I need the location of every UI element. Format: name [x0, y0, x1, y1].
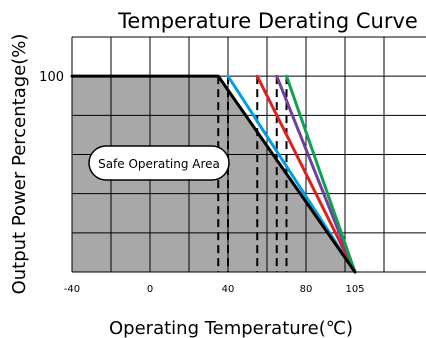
series-line [255, 74, 357, 274]
axis-ticks: -40 0 40 80 105 100 [39, 70, 364, 295]
area-label-bubble [88, 145, 230, 181]
x-tick-label: -40 [64, 284, 80, 295]
series-line [70, 74, 357, 274]
x-tick-label: 0 [147, 284, 153, 295]
series-line [285, 74, 357, 274]
area-label-group: Safe Operating Area [88, 145, 230, 181]
chart-title: Temperature Derating Curve [117, 9, 418, 33]
y-axis-label: Output Power Percentage(%) [9, 34, 30, 295]
series-line [275, 74, 357, 274]
area-label-text: Safe Operating Area [98, 157, 220, 171]
y-tick-label: 100 [39, 70, 64, 85]
x-axis-label: Operating Temperature(℃) [109, 318, 353, 338]
x-tick-label: 80 [300, 284, 313, 295]
series-lines [70, 74, 357, 274]
x-tick-label: 105 [345, 284, 364, 295]
x-tick-label: 40 [222, 284, 235, 295]
